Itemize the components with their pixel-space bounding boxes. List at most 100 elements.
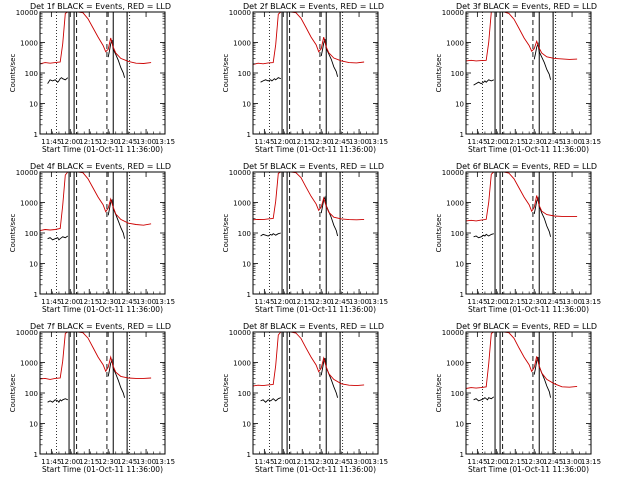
y-tick-label: 10000 <box>442 329 464 337</box>
panel-title: Det 3f BLACK = Events, RED = LLD <box>456 2 597 11</box>
x-tick-label: 12:00 <box>486 298 506 306</box>
x-axis-label: Start Time (01-Oct-11 11:36:00) <box>42 465 163 474</box>
x-tick-label: 11:45 <box>41 298 61 306</box>
x-tick-label: 12:30 <box>311 298 331 306</box>
x-tick-label: 13:15 <box>155 458 175 466</box>
time-markers <box>269 172 344 294</box>
lld-series-line <box>466 172 578 222</box>
y-tick-label: 10 <box>455 261 464 269</box>
x-tick-label: 12:00 <box>60 138 80 146</box>
x-tick-label: 11:45 <box>467 458 487 466</box>
panel-title: Det 5f BLACK = Events, RED = LLD <box>243 162 384 171</box>
y-axis-label: Counts/sec <box>435 54 443 93</box>
x-tick-label: 13:00 <box>562 298 582 306</box>
x-tick-label: 12:15 <box>292 458 312 466</box>
x-tick-label: 12:45 <box>543 138 563 146</box>
x-tick-label: 12:30 <box>311 138 331 146</box>
y-axis-label: Counts/sec <box>435 214 443 253</box>
y-tick-label: 1 <box>247 291 251 299</box>
x-axis-label: Start Time (01-Oct-11 11:36:00) <box>468 305 589 314</box>
time-markers <box>482 172 557 294</box>
y-axis-label: Counts/sec <box>222 214 230 253</box>
y-tick-label: 1 <box>247 451 251 459</box>
x-tick-label: 13:15 <box>581 298 601 306</box>
panel-det-2: Det 2f BLACK = Events, RED = LLD 1 10 100 10… <box>222 2 388 154</box>
panel-title: Det 4f BLACK = Events, RED = LLD <box>30 162 171 171</box>
y-tick-label: 10000 <box>442 9 464 17</box>
y-tick-label: 10 <box>242 261 251 269</box>
lld-series-line <box>40 172 152 232</box>
events-series-line <box>47 39 126 84</box>
x-tick-label: 11:45 <box>254 298 274 306</box>
x-tick-label: 12:30 <box>311 458 331 466</box>
x-tick-label: 12:00 <box>60 298 80 306</box>
y-tick-label: 10000 <box>229 329 251 337</box>
x-tick-label: 12:45 <box>117 138 137 146</box>
plot-frame <box>39 171 166 295</box>
x-tick-label: 13:15 <box>581 138 601 146</box>
plot-frame <box>465 331 592 455</box>
lld-series-line <box>40 332 152 380</box>
y-axis-label: Counts/sec <box>222 374 230 413</box>
x-tick-label: 12:45 <box>330 298 350 306</box>
x-tick-label: 13:00 <box>349 298 369 306</box>
y-tick-label: 10 <box>455 421 464 429</box>
x-tick-label: 12:15 <box>292 138 312 146</box>
x-axis-label: Start Time (01-Oct-11 11:36:00) <box>42 145 163 154</box>
x-tick-label: 13:00 <box>562 138 582 146</box>
y-tick-label: 100 <box>25 230 38 238</box>
y-axis-label: Counts/sec <box>435 374 443 413</box>
x-tick-label: 12:45 <box>543 458 563 466</box>
y-tick-label: 100 <box>238 390 251 398</box>
x-tick-label: 13:15 <box>155 138 175 146</box>
plot-frame <box>39 11 166 135</box>
plot-frame <box>39 331 166 455</box>
panel-det-8: Det 8f BLACK = Events, RED = LLD 1 10 100 10… <box>222 322 388 474</box>
time-markers <box>56 332 131 454</box>
x-tick-label: 12:45 <box>543 298 563 306</box>
x-tick-label: 13:00 <box>136 458 156 466</box>
x-axis-label: Start Time (01-Oct-11 11:36:00) <box>468 465 589 474</box>
panel-title: Det 2f BLACK = Events, RED = LLD <box>243 2 384 11</box>
x-tick-label: 11:45 <box>254 458 274 466</box>
panel-title: Det 6f BLACK = Events, RED = LLD <box>456 162 597 171</box>
x-tick-label: 13:15 <box>581 458 601 466</box>
y-tick-label: 1000 <box>233 40 251 48</box>
lld-series-line <box>253 172 365 221</box>
y-tick-label: 10 <box>242 101 251 109</box>
x-tick-label: 11:45 <box>41 458 61 466</box>
y-axis-label: Counts/sec <box>9 214 17 253</box>
y-tick-label: 10 <box>29 261 38 269</box>
x-tick-label: 12:45 <box>117 458 137 466</box>
y-tick-label: 10000 <box>16 9 38 17</box>
time-markers <box>482 332 557 454</box>
events-series-line <box>260 38 339 83</box>
y-axis-label: Counts/sec <box>222 54 230 93</box>
y-tick-label: 10000 <box>229 169 251 177</box>
x-tick-label: 12:15 <box>79 138 99 146</box>
y-tick-label: 10000 <box>229 9 251 17</box>
time-markers <box>269 332 344 454</box>
plot-frame <box>465 11 592 135</box>
panel-title: Det 9f BLACK = Events, RED = LLD <box>456 322 597 331</box>
x-tick-label: 12:00 <box>273 458 293 466</box>
y-tick-label: 100 <box>451 390 464 398</box>
y-tick-label: 10 <box>29 101 38 109</box>
panel-det-5: Det 5f BLACK = Events, RED = LLD 1 10 100 10… <box>222 162 388 314</box>
y-tick-label: 1000 <box>233 200 251 208</box>
y-tick-label: 10 <box>242 421 251 429</box>
x-tick-label: 13:15 <box>368 138 388 146</box>
x-tick-label: 13:15 <box>368 458 388 466</box>
x-axis-label: Start Time (01-Oct-11 11:36:00) <box>42 305 163 314</box>
y-tick-label: 10 <box>29 421 38 429</box>
x-tick-label: 13:15 <box>368 298 388 306</box>
x-axis-label: Start Time (01-Oct-11 11:36:00) <box>255 465 376 474</box>
y-tick-label: 1 <box>247 131 251 139</box>
x-tick-label: 12:45 <box>330 138 350 146</box>
y-axis-label: Counts/sec <box>9 54 17 93</box>
x-tick-label: 12:00 <box>486 458 506 466</box>
time-markers <box>269 12 344 134</box>
x-tick-label: 12:00 <box>60 458 80 466</box>
plot-frame <box>465 171 592 295</box>
